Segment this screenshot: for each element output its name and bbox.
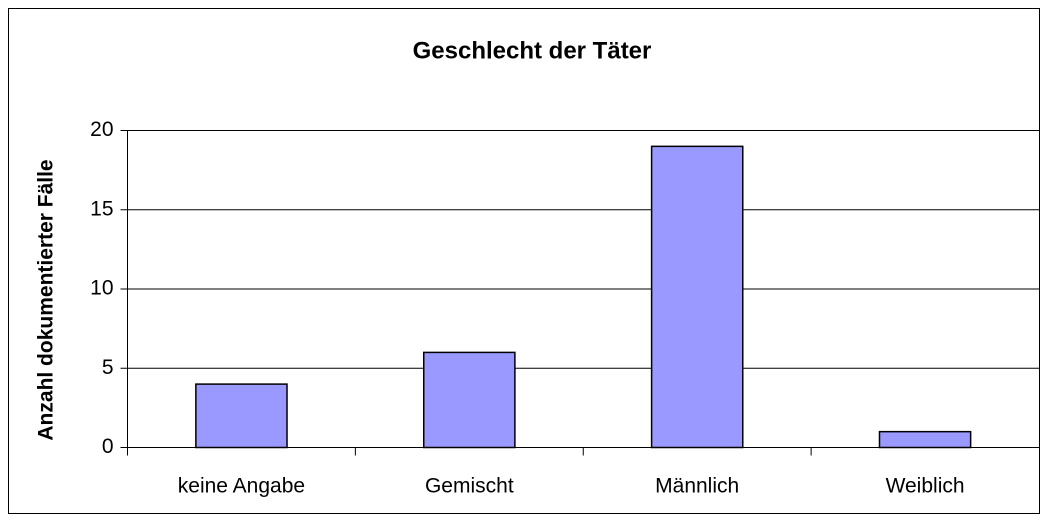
y-tick-label: 10 — [90, 277, 113, 300]
y-tick-label: 5 — [102, 356, 114, 379]
chart-border — [8, 8, 1040, 514]
x-tick-label: keine Angabe — [178, 475, 305, 498]
bar — [422, 351, 516, 449]
y-axis-label: Anzahl dokumentierter Fälle — [35, 159, 58, 440]
y-tick-label: 20 — [90, 118, 113, 141]
x-tick-label: Männlich — [655, 475, 739, 498]
bar — [195, 383, 288, 449]
bar — [650, 145, 744, 449]
chart-title: Geschlecht der Täter — [413, 37, 652, 64]
x-tick-label: Weiblich — [886, 475, 965, 498]
bar — [878, 430, 972, 449]
y-tick-label: 15 — [90, 197, 113, 220]
x-tick-label: Gemischt — [425, 475, 514, 498]
y-tick-label: 0 — [102, 435, 114, 458]
